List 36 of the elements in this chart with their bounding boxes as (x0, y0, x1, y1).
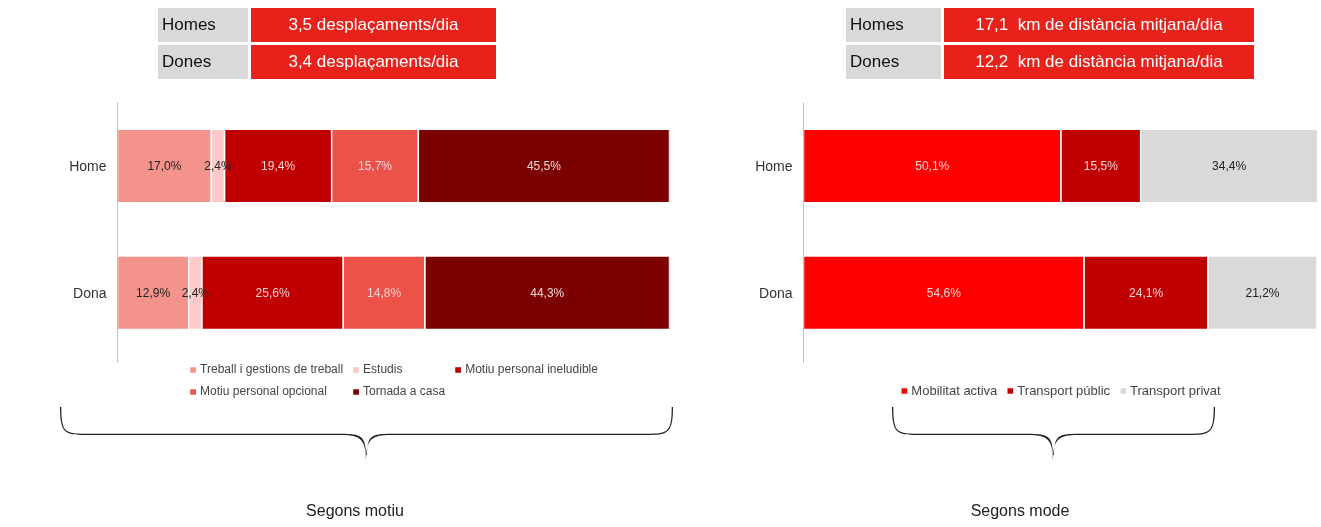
data-label: 24,1% (1129, 285, 1164, 300)
data-label: 25,6% (255, 285, 290, 300)
y-tick-label: Home (69, 157, 107, 174)
legend-label: Motiu personal opcional (200, 384, 327, 398)
text: 12,2 km de distància mitjana/dia (944, 45, 1254, 79)
y-tick-label: Home (755, 157, 793, 174)
legend-label: Treball i gestions de treball (200, 362, 344, 376)
text: Dones (846, 45, 941, 79)
data-label: 15,5% (1083, 158, 1119, 173)
data-label: 17,0% (147, 158, 182, 173)
data-label: 45,5% (526, 158, 562, 173)
data-label: 44,3% (530, 285, 565, 300)
data-label: 14,8% (367, 285, 402, 300)
legend-label: Tornada a casa (363, 384, 446, 398)
legend-label: Estudis (363, 362, 403, 376)
text: 3,4 desplaçaments/dia (251, 45, 496, 79)
data-label: 34,4% (1212, 158, 1247, 173)
legend-label: Transport privat (1130, 383, 1221, 398)
text: 3,5 desplaçaments/dia (251, 8, 496, 42)
text: Homes (158, 8, 248, 42)
text: Homes (846, 8, 941, 42)
y-tick-label: Dona (759, 284, 793, 301)
data-label: 50,1% (915, 158, 950, 173)
data-label: 12,9% (136, 285, 171, 300)
legend-label: Motiu personal ineludible (465, 362, 598, 376)
legend-label: Mobilitat activa (911, 383, 998, 398)
text: 17,1 km de distància mitjana/dia (944, 8, 1254, 42)
text: Dones (158, 45, 248, 79)
data-label: 19,4% (261, 158, 296, 173)
data-label: 21,2% (1245, 285, 1280, 300)
text: Segons mode (969, 501, 1071, 521)
data-label: 54,6% (926, 285, 962, 300)
y-tick-label: Dona (73, 284, 107, 301)
text: Segons motiu (305, 501, 405, 521)
data-label: 15,7% (358, 158, 393, 173)
legend-label: Transport públic (1017, 383, 1111, 398)
